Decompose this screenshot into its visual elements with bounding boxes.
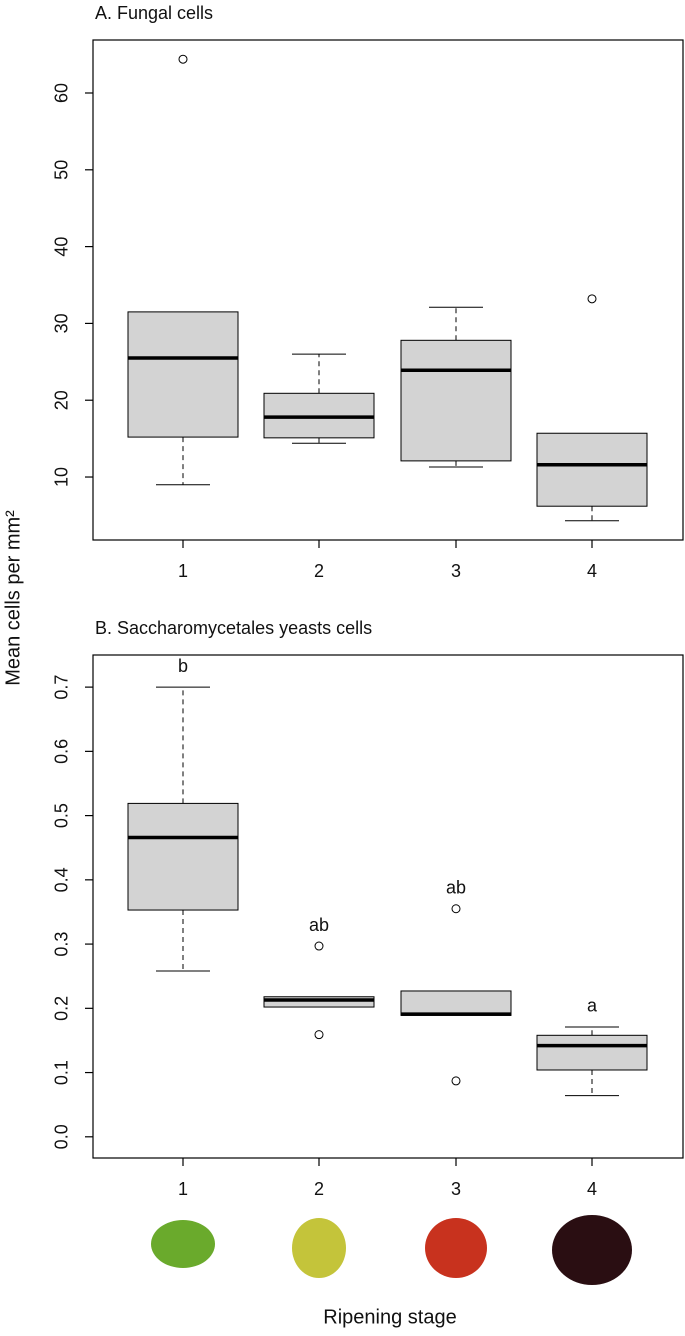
fruit-stage-1 (151, 1220, 215, 1268)
box (400, 339, 512, 462)
outlier (451, 1076, 461, 1086)
fruit-stage-2 (292, 1218, 346, 1278)
significance-letter: ab (446, 877, 466, 897)
y-tick-label: 0.1 (52, 1060, 72, 1085)
x-tick-label: 2 (314, 561, 324, 581)
box (536, 1034, 648, 1071)
box (400, 990, 512, 1016)
box (536, 432, 648, 507)
y-tick-label: 20 (52, 390, 72, 410)
x-tick-label: 1 (178, 1179, 188, 1199)
fruit-images (151, 1215, 632, 1285)
outlier (587, 294, 597, 304)
y-tick-label: 0.4 (52, 867, 72, 892)
x-tick-label: 3 (451, 561, 461, 581)
y-tick-label: 0.3 (52, 932, 72, 957)
x-tick-label: 4 (587, 1179, 597, 1199)
y-tick-label: 10 (52, 467, 72, 487)
box (127, 802, 239, 911)
plot-frame (92, 39, 684, 541)
y-tick-label: 0.7 (52, 675, 72, 700)
x-tick-label: 2 (314, 1179, 324, 1199)
significance-letter: b (178, 656, 188, 676)
y-axis-label: Mean cells per mm² (2, 510, 24, 686)
x-tick-label: 1 (178, 561, 188, 581)
x-axis-label: Ripening stage (323, 1306, 456, 1328)
panel-title: A. Fungal cells (95, 3, 213, 23)
fruit-stage-4 (552, 1215, 632, 1285)
y-tick-label: 0.2 (52, 996, 72, 1021)
outlier (314, 1030, 324, 1040)
box (127, 311, 239, 438)
y-tick-label: 40 (52, 237, 72, 257)
x-tick-label: 4 (587, 561, 597, 581)
outlier (451, 904, 461, 914)
panel-title: B. Saccharomycetales yeasts cells (95, 618, 372, 638)
x-tick-label: 3 (451, 1179, 461, 1199)
y-tick-label: 60 (52, 83, 72, 103)
y-tick-label: 0.0 (52, 1124, 72, 1149)
fruit-stage-3 (425, 1218, 487, 1278)
significance-letter: ab (309, 915, 329, 935)
y-tick-label: 0.6 (52, 739, 72, 764)
y-tick-label: 50 (52, 160, 72, 180)
plot-frame (92, 654, 684, 1159)
significance-letter: a (587, 996, 598, 1016)
box (263, 996, 375, 1008)
outlier (178, 54, 188, 64)
outlier (314, 941, 324, 951)
y-tick-label: 30 (52, 313, 72, 333)
y-tick-label: 0.5 (52, 803, 72, 828)
